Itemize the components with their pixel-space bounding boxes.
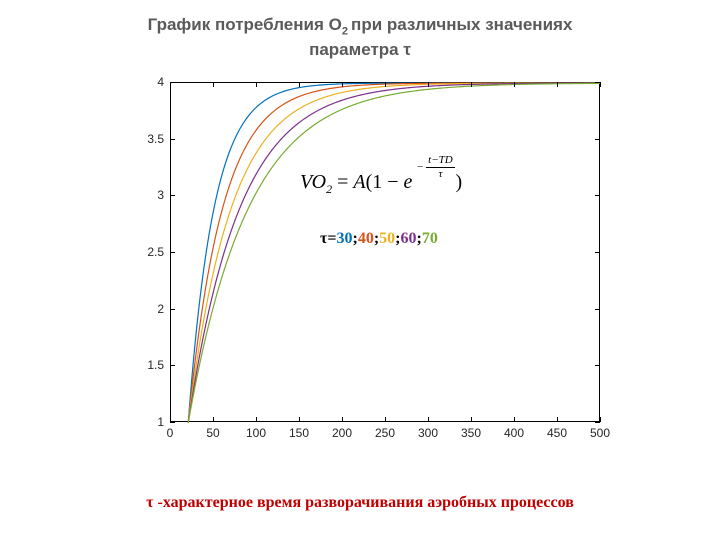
- xtick-top: [170, 82, 171, 87]
- ytick-label: 2.5: [124, 245, 164, 259]
- title-o2-subscript: 2: [342, 25, 351, 37]
- xtick: [385, 417, 386, 422]
- curve-tau-40: [188, 83, 601, 423]
- ytick-label: 2: [124, 302, 164, 316]
- ytick: [170, 139, 175, 140]
- plot-area: [170, 82, 600, 422]
- xtick-top: [299, 82, 300, 87]
- xtick-label: 450: [537, 426, 577, 440]
- xtick-top: [557, 82, 558, 87]
- ytick-right: [595, 252, 600, 253]
- ytick-right: [595, 309, 600, 310]
- xtick: [213, 417, 214, 422]
- slide: { "title": { "line1_pre": "График потреб…: [0, 0, 720, 540]
- xtick-top: [213, 82, 214, 87]
- curve-tau-50: [188, 83, 601, 423]
- xtick-top: [428, 82, 429, 87]
- tau-legend: τ=30;40;50;60;70: [320, 230, 438, 248]
- ytick-label: 3.5: [124, 132, 164, 146]
- chart-curves-svg: [171, 83, 599, 421]
- formula-exp-num: t−TD: [426, 155, 455, 168]
- curve-tau-70: [188, 83, 601, 423]
- tau-value: 50: [379, 230, 395, 247]
- ytick-label: 1.5: [124, 358, 164, 372]
- title-line1-post: при различных значениях: [351, 15, 572, 34]
- formula-open: (1 −: [366, 171, 404, 193]
- xtick: [600, 417, 601, 422]
- caption-text: τ -характерное время разворачивания аэро…: [146, 494, 574, 511]
- xtick: [342, 417, 343, 422]
- formula-e: e: [404, 171, 413, 193]
- xtick: [514, 417, 515, 422]
- formula-close: ): [455, 171, 462, 193]
- ytick-right: [595, 195, 600, 196]
- xtick-top: [471, 82, 472, 87]
- xtick-label: 100: [236, 426, 276, 440]
- tau-prefix: τ=: [320, 230, 337, 247]
- xtick: [557, 417, 558, 422]
- xtick-label: 50: [193, 426, 233, 440]
- xtick-top: [385, 82, 386, 87]
- formula-fraction: t−TD τ: [426, 155, 455, 180]
- xtick-label: 500: [580, 426, 620, 440]
- curve-tau-60: [188, 83, 601, 423]
- caption: τ -характерное время разворачивания аэро…: [0, 494, 720, 512]
- ytick: [170, 365, 175, 366]
- xtick: [170, 417, 171, 422]
- ytick-right: [595, 365, 600, 366]
- ytick: [170, 309, 175, 310]
- ytick: [170, 422, 175, 423]
- xtick-label: 350: [451, 426, 491, 440]
- tau-value: 30: [337, 230, 353, 247]
- formula-VO: VO: [300, 171, 326, 193]
- xtick: [256, 417, 257, 422]
- xtick-top: [514, 82, 515, 87]
- xtick-top: [600, 82, 601, 87]
- ytick-label: 4: [124, 75, 164, 89]
- xtick: [471, 417, 472, 422]
- page-title: График потребления О2 при различных знач…: [0, 14, 720, 61]
- ytick-right: [595, 139, 600, 140]
- title-line2: параметра τ: [309, 40, 411, 59]
- xtick-label: 150: [279, 426, 319, 440]
- tau-value: 60: [400, 230, 416, 247]
- formula-exp-den: τ: [426, 168, 455, 180]
- xtick-top: [342, 82, 343, 87]
- formula-A: A: [353, 171, 365, 193]
- xtick-label: 0: [150, 426, 190, 440]
- xtick: [428, 417, 429, 422]
- formula-exp-neg: −: [417, 161, 423, 173]
- curve-tau-30: [188, 83, 601, 423]
- xtick-label: 400: [494, 426, 534, 440]
- ytick: [170, 252, 175, 253]
- tau-value: 70: [422, 230, 438, 247]
- xtick-label: 300: [408, 426, 448, 440]
- tau-value: 40: [358, 230, 374, 247]
- ytick-right: [595, 422, 600, 423]
- formula-eq: =: [332, 171, 353, 193]
- xtick: [299, 417, 300, 422]
- formula: VO2 = A(1 − e − t−TD τ ): [300, 165, 462, 197]
- xtick-label: 200: [322, 426, 362, 440]
- xtick-top: [256, 82, 257, 87]
- ytick-label: 3: [124, 188, 164, 202]
- xtick-label: 250: [365, 426, 405, 440]
- vo2-chart: 11.522.533.54050100150200250300350400450…: [120, 72, 620, 452]
- title-line1-pre: График потребления О: [148, 15, 342, 34]
- ytick: [170, 195, 175, 196]
